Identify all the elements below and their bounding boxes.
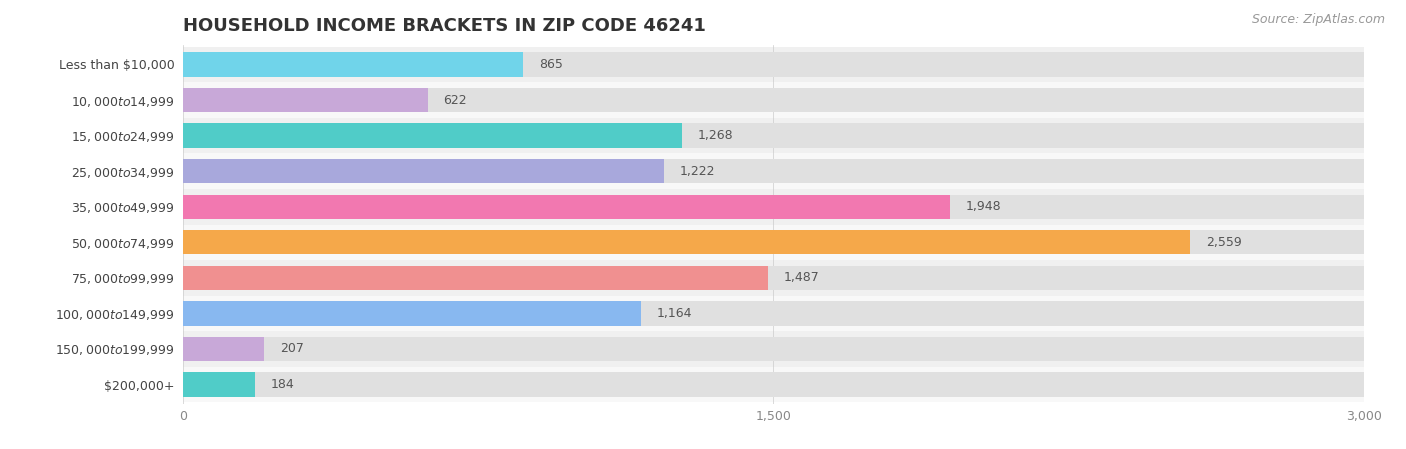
Bar <box>183 260 1364 295</box>
Bar <box>183 53 523 76</box>
Bar <box>183 88 427 112</box>
Bar <box>183 331 1364 367</box>
Text: 1,164: 1,164 <box>657 307 692 320</box>
Text: Source: ZipAtlas.com: Source: ZipAtlas.com <box>1251 13 1385 26</box>
Bar <box>183 337 1364 361</box>
Bar <box>183 337 264 361</box>
Bar <box>183 301 641 326</box>
Bar <box>183 82 1364 118</box>
Text: 1,948: 1,948 <box>966 200 1001 213</box>
Text: 207: 207 <box>280 343 304 356</box>
Bar <box>183 194 949 219</box>
Bar <box>183 224 1364 260</box>
Bar <box>183 123 1364 148</box>
Text: 865: 865 <box>538 58 562 71</box>
Bar <box>183 230 1191 255</box>
Bar <box>183 159 1364 183</box>
Bar <box>183 159 664 183</box>
Bar <box>183 154 1364 189</box>
Text: HOUSEHOLD INCOME BRACKETS IN ZIP CODE 46241: HOUSEHOLD INCOME BRACKETS IN ZIP CODE 46… <box>183 17 706 35</box>
Text: 1,222: 1,222 <box>679 165 716 178</box>
Bar <box>183 88 1364 112</box>
Text: 184: 184 <box>271 378 295 391</box>
Bar <box>183 230 1364 255</box>
Bar <box>183 194 1364 219</box>
Bar <box>183 118 1364 154</box>
Bar <box>183 295 1364 331</box>
Bar <box>183 373 256 396</box>
Bar <box>183 53 1364 76</box>
Bar <box>183 266 768 290</box>
Bar <box>183 373 1364 396</box>
Bar <box>183 123 682 148</box>
Bar <box>183 301 1364 326</box>
Text: 2,559: 2,559 <box>1206 236 1241 249</box>
Bar <box>183 189 1364 224</box>
Bar <box>183 47 1364 82</box>
Text: 1,268: 1,268 <box>697 129 734 142</box>
Text: 622: 622 <box>443 93 467 106</box>
Bar <box>183 266 1364 290</box>
Bar <box>183 367 1364 402</box>
Text: 1,487: 1,487 <box>785 271 820 284</box>
